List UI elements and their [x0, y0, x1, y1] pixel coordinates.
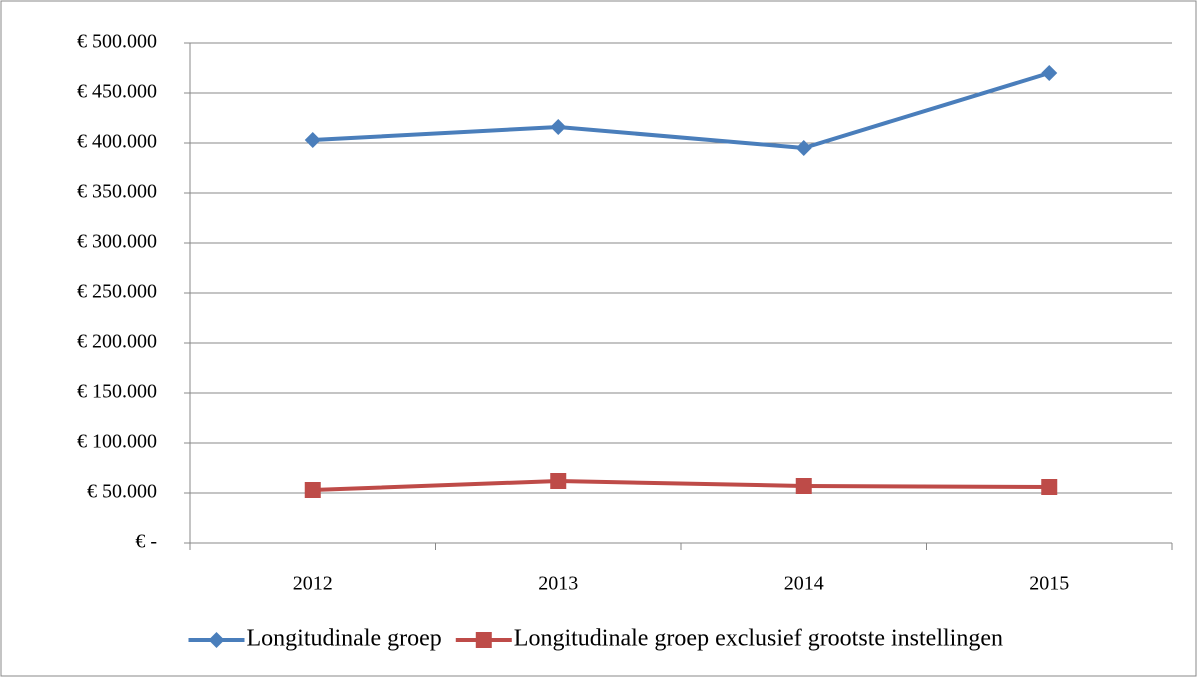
- x-tick-label: 2015: [1029, 573, 1069, 595]
- marker: [795, 478, 812, 494]
- y-tick-label: € 50.000: [87, 481, 157, 503]
- y-tick-label: € 200.000: [77, 331, 157, 353]
- y-tick-label: € 150.000: [77, 381, 157, 403]
- legend-label: Longitudinale groep exclusief grootste i…: [514, 626, 1003, 652]
- y-tick-label: € -: [135, 531, 157, 553]
- y-tick-label: € 300.000: [77, 231, 157, 253]
- legend-marker: [475, 632, 492, 648]
- series-line: [312, 71, 1050, 150]
- y-tick-label: € 250.000: [77, 281, 157, 303]
- marker: [795, 140, 812, 156]
- y-tick-label: € 400.000: [77, 131, 157, 153]
- marker: [1041, 479, 1058, 495]
- y-tick-label: € 100.000: [77, 431, 157, 453]
- marker: [304, 482, 321, 498]
- marker: [304, 132, 321, 148]
- series-line: [312, 479, 1050, 492]
- x-tick-label: 2012: [293, 573, 333, 595]
- y-tick-label: € 500.000: [77, 31, 157, 53]
- x-tick-label: 2014: [784, 573, 824, 595]
- x-tick-label: 2013: [538, 573, 578, 595]
- legend-label: Longitudinale groep: [247, 626, 442, 652]
- legend-marker: [208, 632, 225, 648]
- y-tick-label: € 350.000: [77, 181, 157, 203]
- marker: [550, 119, 567, 135]
- y-tick-label: € 450.000: [77, 81, 157, 103]
- marker: [550, 473, 567, 489]
- marker: [1041, 65, 1058, 81]
